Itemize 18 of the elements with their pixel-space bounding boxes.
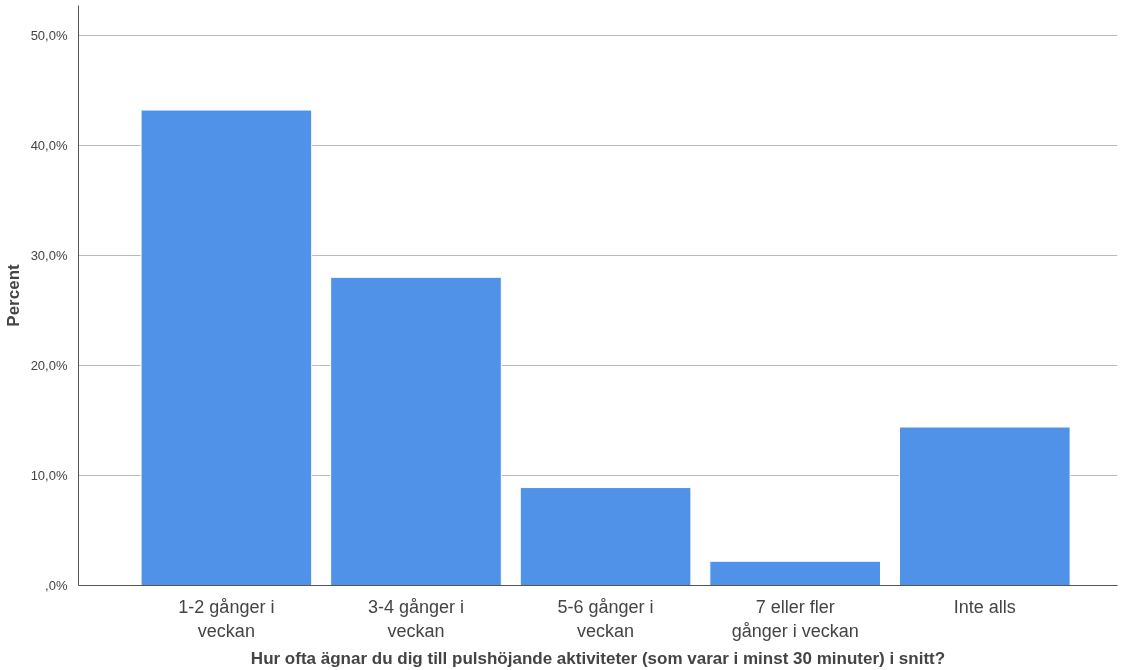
y-tick-label: ,0% (45, 578, 68, 593)
x-tick-label: 3-4 gånger i veckan (367, 596, 465, 641)
bar (898, 426, 1071, 586)
x-tick-label: 7 eller fler gånger i veckan (731, 596, 859, 641)
y-axis-title: Percent (3, 263, 23, 327)
x-tick-label: Inte alls (953, 596, 1016, 617)
bar (140, 109, 313, 586)
y-tick-label: 30,0% (30, 247, 68, 263)
bar (519, 487, 692, 586)
bar (709, 560, 881, 586)
y-tick-label: 20,0% (30, 357, 68, 373)
x-tick-label: 1-2 gånger i veckan (178, 596, 275, 641)
y-tick-label: 40,0% (30, 137, 68, 153)
x-tick-label: 5-6 gånger i veckan (557, 596, 654, 641)
y-tick-label: 50,0% (30, 27, 68, 43)
bar (330, 276, 502, 586)
y-tick-label: 10,0% (30, 467, 68, 483)
x-axis-title: Hur ofta ägnar du dig till pulshöjande aktiviteter (som varar i minst 30 minuter) i snitt? (250, 648, 946, 668)
